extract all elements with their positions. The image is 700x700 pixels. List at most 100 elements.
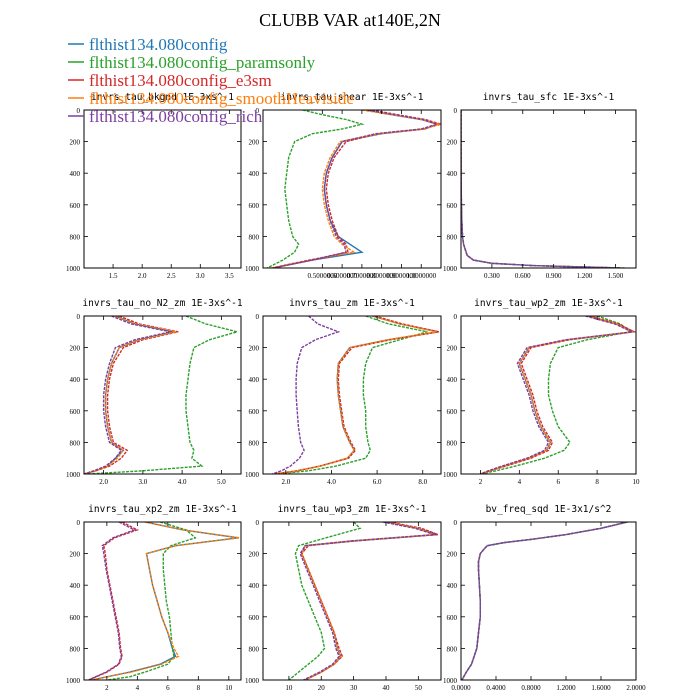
y-tick-label: 800	[447, 233, 458, 241]
x-tick-label: 50	[415, 684, 423, 692]
legend-item: flthist134.080config	[68, 35, 228, 54]
series-line-smoothheaviside	[480, 316, 635, 474]
y-tick-label: 0	[77, 519, 81, 527]
x-tick-label: 40	[382, 684, 390, 692]
y-tick-label: 600	[249, 202, 260, 210]
y-tick-label: 800	[249, 233, 260, 241]
series-line-e3sm	[84, 316, 179, 474]
y-tick-label: 600	[70, 408, 81, 416]
legend-label: flthist134.080config	[89, 35, 228, 54]
y-tick-label: 200	[70, 345, 81, 353]
series-line-e3sm	[480, 316, 636, 474]
y-tick-label: 200	[249, 345, 260, 353]
panel-title: invrs_tau_wp3_zm 1E-3xs^-1	[278, 504, 427, 515]
y-tick-label: 0	[77, 313, 81, 321]
panel-title: bv_freq_sqd 1E-3x1/s^2	[486, 504, 612, 515]
y-tick-label: 200	[249, 139, 260, 147]
series-line-paramsonly	[480, 316, 632, 474]
x-tick-label: 1.0000000	[406, 272, 436, 280]
series-line-smoothheaviside	[91, 522, 240, 680]
y-tick-label: 1000	[443, 677, 458, 685]
series-line-config	[84, 316, 175, 474]
x-tick-label: 2.5	[167, 272, 176, 280]
legend-label: flthist134.080config_rich	[89, 107, 263, 126]
y-tick-label: 600	[70, 614, 81, 622]
x-tick-label: 0.8000	[521, 684, 541, 692]
series-line-rich	[88, 522, 137, 680]
series-line-e3sm	[274, 316, 439, 474]
y-tick-label: 200	[447, 345, 458, 353]
x-tick-label: 0.600	[515, 272, 531, 280]
x-tick-label: 2.0	[281, 478, 290, 486]
series-line-config	[461, 110, 621, 268]
series-group	[271, 316, 439, 474]
series-group	[480, 316, 636, 474]
y-tick-label: 800	[70, 645, 81, 653]
series-line-config	[301, 522, 439, 680]
y-tick-label: 400	[249, 170, 260, 178]
y-tick-label: 1000	[245, 265, 260, 273]
plot-frame	[460, 315, 637, 475]
legend-label: flthist134.080config_e3sm	[89, 71, 272, 90]
legend: flthist134.080configflthist134.080config…	[68, 35, 354, 126]
y-tick-label: 800	[70, 439, 81, 447]
plot-frame	[262, 521, 442, 681]
y-tick-label: 0	[454, 519, 458, 527]
panel-1: invrs_tau_bkgnd 1E-3xs^-1 0 200 400 600 800 10…	[66, 92, 242, 280]
series-line-paramsonly	[288, 522, 362, 680]
series-line-rich	[272, 110, 440, 268]
y-tick-label: 600	[447, 614, 458, 622]
legend-item: flthist134.080config_paramsonly	[68, 53, 316, 72]
x-tick-label: 0.900	[546, 272, 562, 280]
x-tick-label: 4.0	[327, 478, 336, 486]
series-line-config	[480, 316, 636, 474]
x-tick-label: 0.5000000	[307, 272, 337, 280]
series-line-smoothheaviside	[84, 316, 177, 474]
x-tick-label: 10	[633, 478, 641, 486]
x-tick-label: 0.6000000	[327, 272, 357, 280]
legend-item: flthist134.080config_rich	[68, 107, 263, 126]
y-tick-label: 400	[70, 582, 81, 590]
x-tick-label: 0.4000	[486, 684, 506, 692]
x-tick-label: 6	[166, 684, 170, 692]
y-tick-label: 0	[256, 107, 260, 115]
x-tick-label: 0.300	[484, 272, 500, 280]
x-tick-label: 2.0	[99, 478, 108, 486]
series-line-smoothheaviside	[461, 110, 621, 268]
x-tick-label: 8	[197, 684, 201, 692]
x-tick-label: 8.0	[418, 478, 427, 486]
x-tick-label: 5.0	[217, 478, 226, 486]
y-tick-label: 200	[70, 551, 81, 559]
y-tick-label: 1000	[66, 677, 81, 685]
legend-label: flthist134.080config_paramsonly	[89, 53, 316, 72]
y-tick-label: 400	[249, 376, 260, 384]
x-tick-label: 30	[350, 684, 358, 692]
y-tick-label: 0	[256, 519, 260, 527]
x-tick-label: 0.7000000	[347, 272, 377, 280]
panel-2: invrs_tau_shear 1E-3xs^-1 0 200 400 600 800 10…	[245, 92, 442, 280]
y-tick-label: 1000	[245, 471, 260, 479]
series-line-paramsonly	[461, 110, 626, 268]
series-line-e3sm	[88, 522, 140, 680]
plot-frame	[83, 521, 242, 681]
plot-frame	[460, 109, 637, 269]
series-group	[288, 522, 439, 680]
y-tick-label: 600	[249, 408, 260, 416]
panel-title: invrs_tau_xp2_zm 1E-3xs^-1	[88, 504, 237, 515]
series-line-rich	[480, 316, 635, 474]
series-line-paramsonly	[276, 316, 428, 474]
panel-title: invrs_tau_no_N2_zm 1E-3xs^-1	[82, 298, 242, 309]
panel-3: invrs_tau_sfc 1E-3xs^-1 0 200 400 600 800 1000…	[443, 92, 637, 280]
plot-frame	[460, 521, 637, 681]
series-line-rich	[461, 522, 628, 680]
series-line-rich	[461, 110, 621, 268]
plot-frame	[83, 109, 242, 269]
y-tick-label: 200	[249, 551, 260, 559]
x-tick-label: 4	[136, 684, 140, 692]
y-tick-label: 1000	[66, 471, 81, 479]
x-tick-label: 6	[556, 478, 560, 486]
panel-title: invrs_tau_wp2_zm 1E-3xs^-1	[474, 298, 623, 309]
legend-label: flthist134.080config_smoothHeaviside	[89, 89, 354, 108]
series-line-smoothheaviside	[274, 316, 437, 474]
y-tick-label: 1000	[443, 471, 458, 479]
